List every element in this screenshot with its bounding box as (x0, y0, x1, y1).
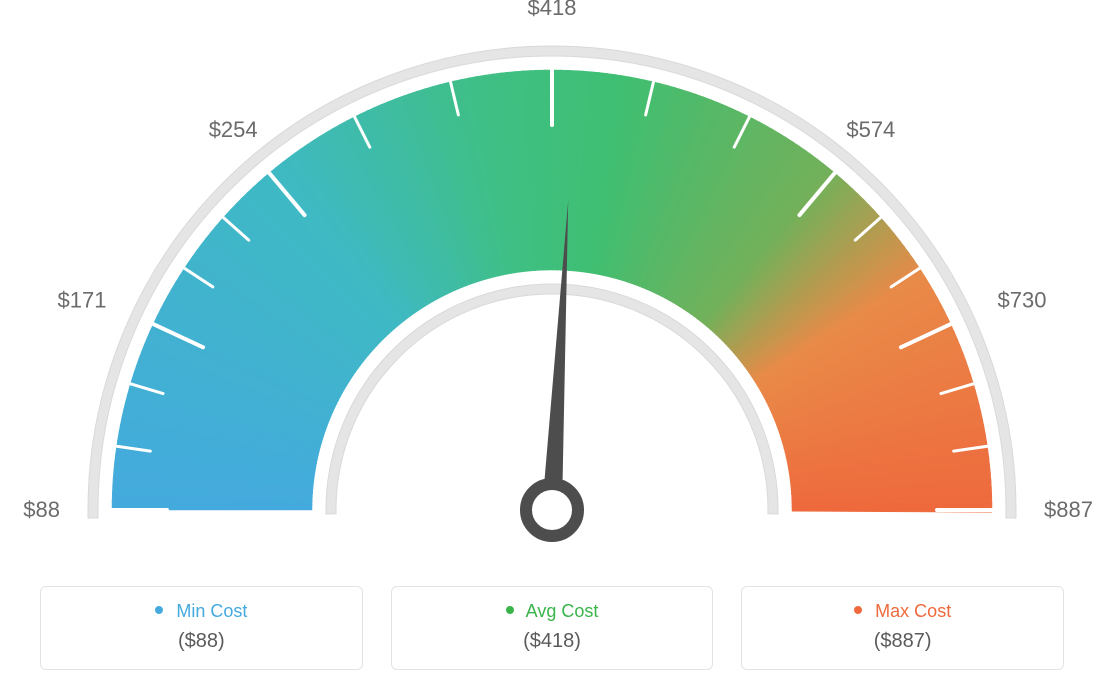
legend-avg-value: ($418) (402, 630, 703, 653)
legend-min-dot (155, 606, 163, 614)
legend-min-value: ($88) (51, 630, 352, 653)
gauge-tick-label: $887 (1044, 497, 1093, 522)
legend-avg: Avg Cost ($418) (391, 586, 714, 670)
gauge-tick-label: $574 (846, 117, 895, 142)
gauge-tick-label: $418 (528, 0, 577, 20)
legend-min-label: Min Cost (176, 601, 247, 621)
legend-max: Max Cost ($887) (741, 586, 1064, 670)
legend-avg-label: Avg Cost (526, 601, 599, 621)
legend-avg-dot (506, 606, 514, 614)
legend-max-value: ($887) (752, 630, 1053, 653)
cost-gauge: $88 $171 $254 $418 $574 $730 $887 (0, 0, 1104, 560)
gauge-tick-label: $171 (58, 287, 107, 312)
gauge-tick-label: $730 (998, 287, 1047, 312)
gauge-tick-label: $254 (209, 117, 258, 142)
gauge-tick-label: $88 (23, 497, 60, 522)
legend-row: Min Cost ($88) Avg Cost ($418) Max Cost … (0, 586, 1104, 670)
legend-min: Min Cost ($88) (40, 586, 363, 670)
legend-max-dot (854, 606, 862, 614)
legend-max-label: Max Cost (875, 601, 951, 621)
gauge-hub (526, 484, 578, 536)
